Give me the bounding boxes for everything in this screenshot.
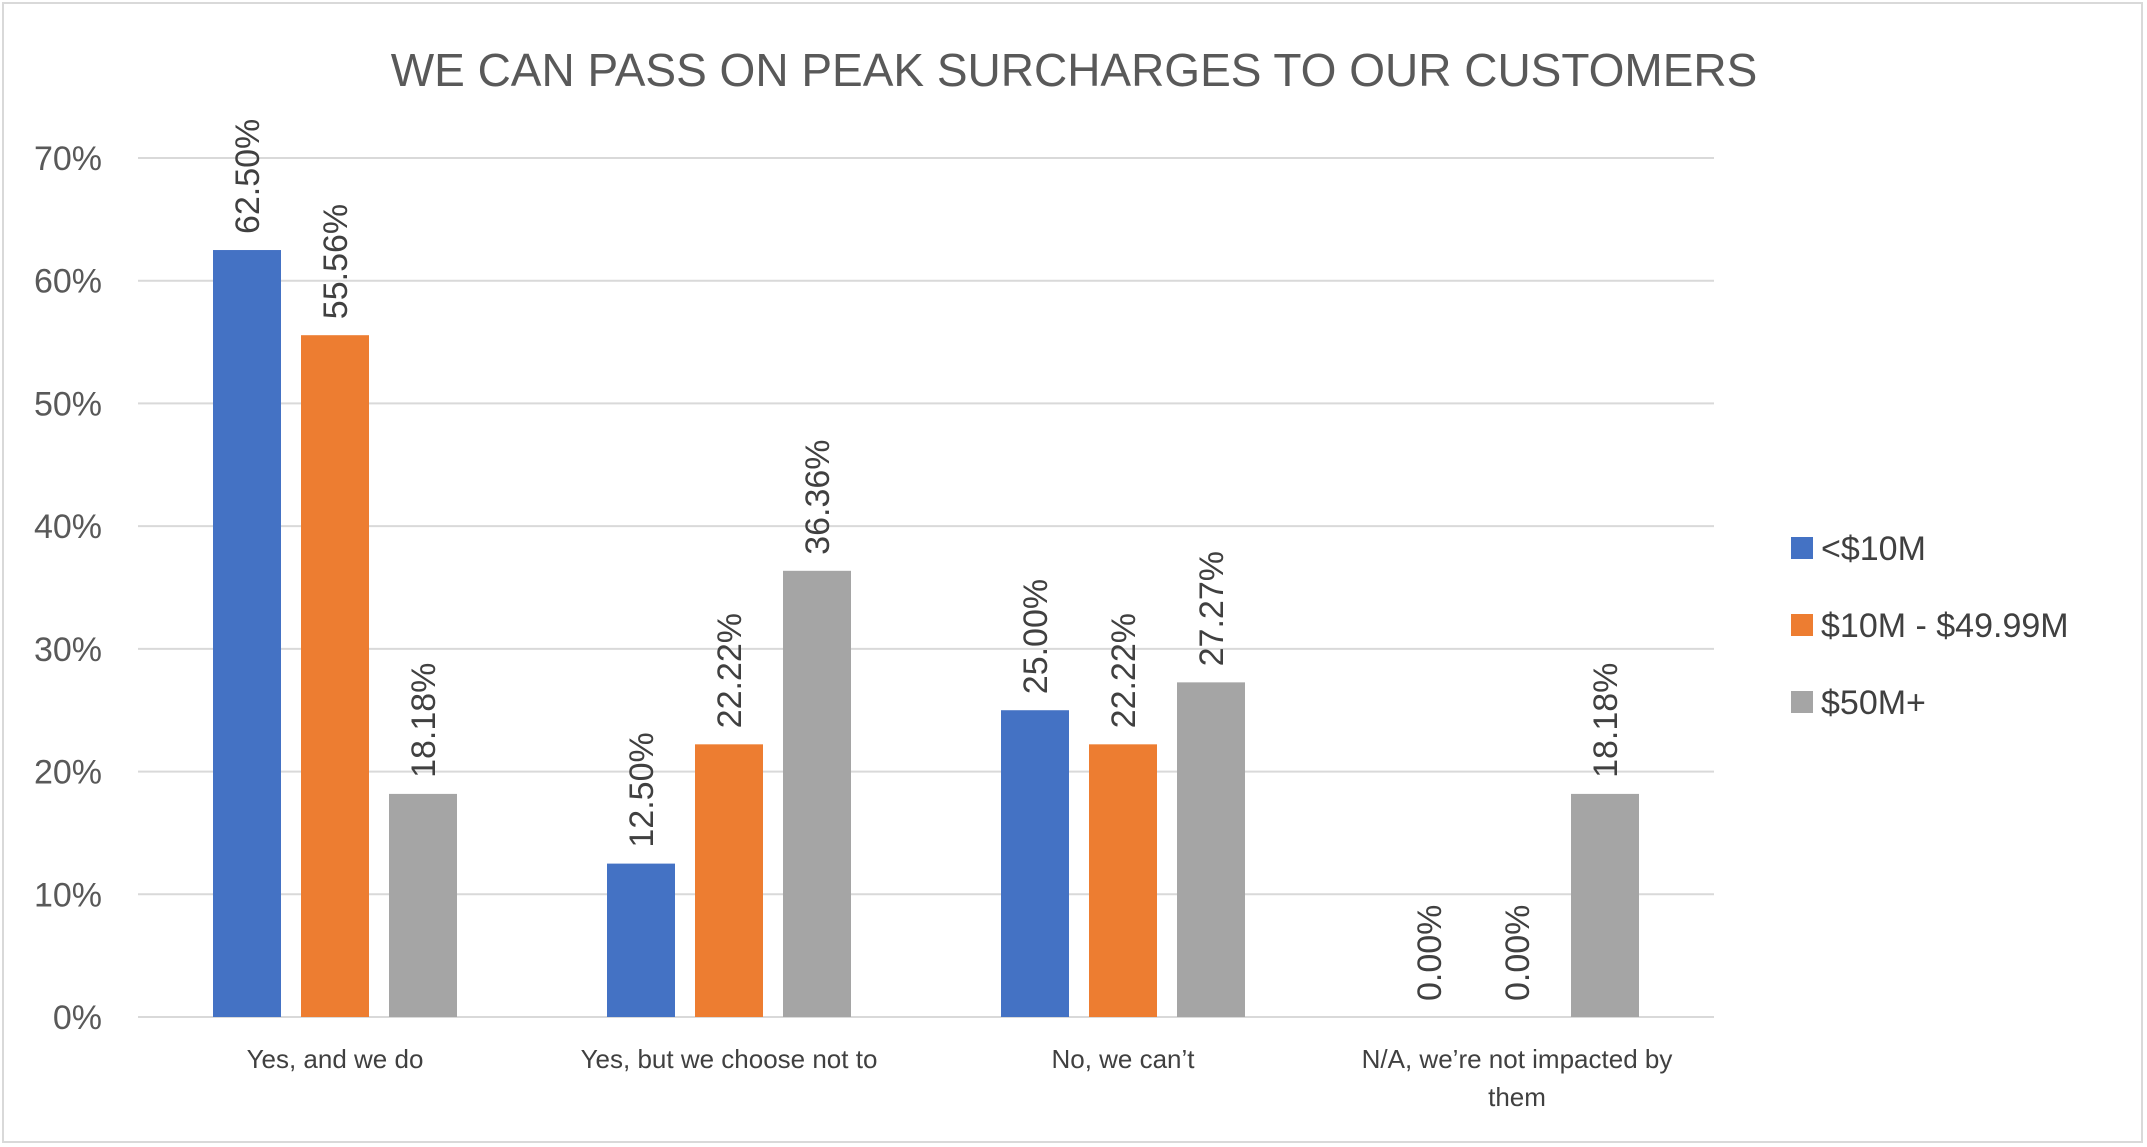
y-tick-label: 60%	[34, 263, 102, 301]
data-label: 18.18%	[1587, 663, 1625, 778]
legend-entry: <$10M	[1821, 530, 1926, 568]
bar	[1089, 744, 1157, 1017]
legend-swatch	[1791, 537, 1813, 559]
data-labels: 62.50% 55.56% 18.18% 12.50% 22.22% 36.36% 25.0…	[229, 119, 1625, 1001]
bar	[695, 744, 763, 1017]
bar	[301, 335, 369, 1017]
bar	[213, 250, 281, 1018]
data-label: 25.00%	[1017, 579, 1055, 694]
bar	[1571, 793, 1639, 1017]
bar	[783, 570, 851, 1017]
data-label: 27.27%	[1193, 551, 1231, 666]
bar	[1177, 682, 1245, 1017]
y-tick-label: 70%	[34, 140, 102, 178]
legend-swatch	[1791, 614, 1813, 636]
chart-title: WE CAN PASS ON PEAK SURCHARGES TO OUR CU…	[391, 44, 1758, 96]
y-axis-tick-labels: 0% 10% 20% 30% 40% 50% 60% 70%	[34, 140, 102, 1037]
data-label: 36.36%	[799, 439, 837, 554]
y-tick-label: 50%	[34, 385, 102, 423]
x-tick-label: Yes, but we choose not to	[581, 1044, 878, 1074]
legend-entry: $50M+	[1821, 684, 1926, 722]
x-tick-label: them	[1488, 1082, 1546, 1112]
data-label: 22.22%	[711, 613, 749, 728]
legend: <$10M $10M - $49.99M $50M+	[1791, 530, 2069, 722]
y-tick-label: 20%	[34, 754, 102, 792]
x-tick-label: No, we can’t	[1051, 1044, 1195, 1074]
bar	[607, 863, 675, 1017]
y-tick-label: 10%	[34, 876, 102, 914]
data-label: 62.50%	[229, 119, 267, 234]
legend-entry: $10M - $49.99M	[1821, 607, 2069, 645]
y-tick-label: 30%	[34, 631, 102, 669]
data-label: 18.18%	[405, 663, 443, 778]
y-tick-label: 0%	[53, 999, 102, 1037]
legend-swatch	[1791, 691, 1813, 713]
bars	[213, 250, 1639, 1018]
x-tick-label: Yes, and we do	[247, 1044, 424, 1074]
data-label: 0.00%	[1499, 905, 1537, 1001]
y-tick-label: 40%	[34, 508, 102, 546]
bar	[1001, 710, 1069, 1017]
data-label: 55.56%	[317, 204, 355, 319]
data-label: 12.50%	[623, 732, 661, 847]
data-label: 22.22%	[1105, 613, 1143, 728]
bar	[389, 793, 457, 1017]
x-axis-tick-labels: Yes, and we do Yes, but we choose not to N…	[247, 1044, 1673, 1112]
x-tick-label: N/A, we’re not impacted by	[1362, 1044, 1673, 1074]
data-label: 0.00%	[1411, 905, 1449, 1001]
gridlines	[138, 157, 1714, 1018]
